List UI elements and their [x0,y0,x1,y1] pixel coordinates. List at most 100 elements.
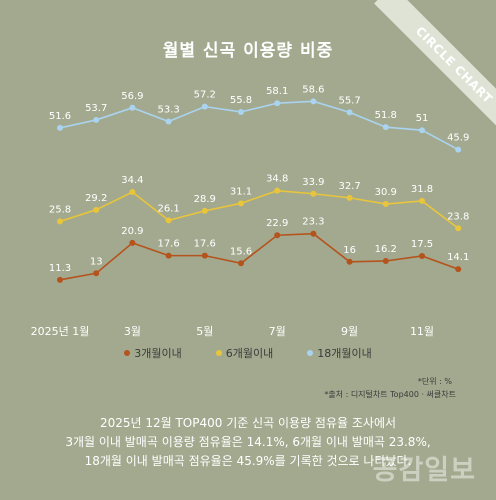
data-point-2-6 [274,232,281,239]
data-label-0-6: 58.1 [266,86,288,97]
data-label-1-2: 34.4 [121,175,143,186]
legend-label-6months: 6개월이내 [225,347,274,360]
legend-label-18months: 18개월이내 [317,347,372,360]
data-point-2-3 [165,252,172,259]
data-point-1-0 [57,218,63,225]
data-label-2-6: 22.9 [266,218,288,229]
data-point-0-1 [93,116,100,123]
data-point-2-4 [201,252,208,259]
data-label-2-9: 16.2 [375,244,397,255]
data-point-2-10 [419,253,425,259]
data-point-0-0 [57,124,63,131]
chart-legend: 3개월이내 6개월이내 18개월이내 [0,345,496,361]
data-label-2-5: 15.6 [230,246,252,257]
data-point-2-5 [238,260,244,267]
data-label-2-2: 20.9 [121,226,143,237]
data-point-0-8 [346,109,353,116]
data-point-2-11 [455,266,462,273]
data-point-1-3 [165,217,172,224]
watermark-logo: 공감일보 [372,455,476,486]
data-label-2-7: 23.3 [302,217,324,228]
legend-item-3months: 3개월이내 [124,345,182,361]
x-tick-label-2: 3월 [124,325,141,338]
data-label-1-11: 23.8 [447,211,469,222]
x-tick-label-0: 2025년 1월 [31,325,90,338]
data-label-0-4: 57.2 [194,90,216,101]
data-label-2-8: 16 [343,245,356,256]
legend-label-3months: 3개월이내 [134,347,182,360]
data-label-0-11: 45.9 [447,133,469,144]
data-point-2-2 [129,239,136,246]
data-label-0-10: 51 [416,113,429,124]
data-point-2-7 [310,230,317,237]
x-tick-label-8: 9월 [341,325,358,338]
data-label-1-6: 34.8 [266,174,288,185]
data-point-0-10 [419,127,425,134]
data-label-1-8: 32.7 [338,181,360,192]
data-point-1-9 [382,201,389,208]
data-point-1-4 [201,207,208,214]
data-point-0-7 [310,98,317,105]
data-point-1-8 [346,194,353,201]
legend-item-6months: 6개월이내 [215,345,274,361]
description-line-3: 18개월 이내 발매곡 점유율은 45.9%를 기록한 것으로 나타났다. [84,454,412,468]
series-line-0 [59,100,459,151]
data-point-0-11 [455,146,462,153]
data-point-0-4 [201,103,208,110]
legend-item-18months: 18개월이내 [307,345,372,361]
unit-note: *단위 : % [417,377,452,386]
data-label-0-9: 51.8 [375,110,397,121]
data-point-1-2 [129,189,136,196]
data-point-2-0 [57,276,63,283]
data-label-1-1: 29.2 [85,193,107,204]
data-point-1-5 [238,200,244,207]
data-point-1-6 [274,187,281,194]
x-tick-label-4: 5월 [196,325,213,338]
data-label-1-0: 25.8 [49,204,71,215]
data-label-2-1: 13 [90,256,103,267]
data-point-1-11 [455,225,462,232]
data-point-0-3 [165,118,172,125]
data-label-0-8: 55.7 [338,95,360,106]
data-label-0-1: 53.7 [85,103,107,114]
line-chart: 51.6 53.7 56.9 53.3 57.2 55.8 58.1 58.6 55.7 51.8… [31,84,470,338]
series-line-2 [59,232,459,281]
data-label-1-7: 33.9 [302,177,324,188]
data-point-0-5 [238,108,244,115]
legend-swatch-18months [307,350,314,356]
data-label-1-3: 26.1 [157,203,179,214]
legend-swatch-6months [215,350,222,356]
data-label-1-4: 28.9 [194,194,216,205]
data-point-2-1 [93,270,100,277]
data-label-1-10: 31.8 [411,184,433,195]
data-label-2-4: 17.6 [194,239,216,250]
data-label-2-0: 11.3 [49,263,71,274]
data-point-1-7 [310,190,317,197]
data-label-0-3: 53.3 [157,104,179,115]
data-label-1-9: 30.9 [375,187,397,198]
data-point-2-8 [346,258,353,265]
x-tick-label-10: 11월 [410,325,434,338]
data-label-2-11: 14.1 [447,252,469,263]
data-point-0-2 [129,104,136,111]
chart-title: 월별 신곡 이용량 비중 [162,41,334,61]
source-note: *출처 : 디지털차트 Top400 · 써클차트 [324,390,456,399]
description-line-2: 3개월 이내 발매곡 이용량 점유율은 14.1%, 6개월 이내 발매곡 23… [65,435,431,449]
data-label-1-5: 31.1 [230,186,252,197]
series-line-1 [59,189,459,229]
x-tick-label-6: 7월 [269,325,286,338]
data-label-0-5: 55.8 [230,95,252,106]
legend-swatch-3months [124,350,131,356]
data-label-0-0: 51.6 [49,111,71,122]
description: 2025년 12월 TOP400 기준 신곡 이용량 점유율 조사에서 3개월 … [0,414,496,471]
data-label-0-7: 58.6 [302,84,324,95]
data-point-2-9 [382,258,389,264]
data-point-1-10 [419,197,425,204]
data-point-0-9 [382,124,389,131]
description-line-1: 2025년 12월 TOP400 기준 신곡 이용량 점유율 조사에서 [99,416,397,430]
data-label-2-3: 17.6 [157,239,179,250]
data-point-1-1 [93,206,100,213]
data-point-0-6 [274,100,281,107]
data-label-2-10: 17.5 [411,239,433,250]
data-label-0-2: 56.9 [121,91,143,102]
